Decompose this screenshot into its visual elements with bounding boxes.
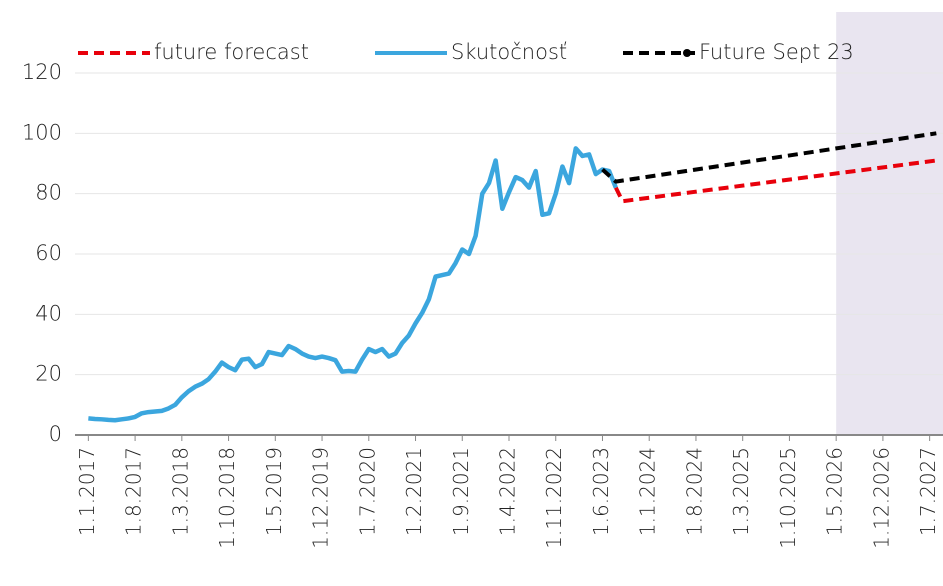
x-tick-label: 1.1.2017 [75, 447, 99, 536]
legend-label: Skutočnosť [451, 40, 567, 64]
y-tick-label: 40 [35, 301, 62, 325]
x-tick-label: 1.7.2020 [355, 447, 379, 536]
x-tick-label: 1.2.2021 [402, 447, 426, 536]
x-tick-label: 1.9.2021 [449, 447, 473, 536]
x-tick-label: 1.3.2025 [729, 447, 753, 536]
x-tick-label: 1.12.2019 [309, 447, 333, 549]
legend-label: Future Sept 23 [699, 40, 854, 64]
legend-item: Skutočnosť [375, 40, 567, 64]
x-tick-label: 1.12.2026 [869, 447, 893, 549]
x-tick-label: 1.7.2027 [916, 447, 940, 536]
x-tick-label: 1.6.2023 [589, 447, 613, 536]
y-tick-label: 100 [22, 120, 62, 144]
x-tick-label: 1.3.2018 [168, 447, 192, 536]
x-tick-label: 1.11.2022 [542, 447, 566, 549]
series-line [614, 158, 937, 204]
x-tick-label: 1.4.2022 [496, 447, 520, 536]
legend-label: future forecast [154, 40, 309, 64]
series-line [88, 146, 618, 423]
y-tick-label: 60 [35, 241, 62, 265]
y-tick-label: 80 [35, 181, 62, 205]
x-tick-label: 1.8.2017 [122, 447, 146, 536]
x-tick-label: 1.5.2019 [262, 447, 286, 536]
legend-item: future forecast [78, 40, 309, 64]
x-tick-label: 1.5.2026 [823, 447, 847, 536]
shaded-region [836, 12, 943, 435]
legend-item: Future Sept 23 [623, 40, 854, 64]
x-tick-label: 1.1.2024 [636, 447, 660, 536]
legend-marker [683, 49, 691, 57]
series-line [601, 131, 937, 184]
y-tick-label: 0 [49, 422, 62, 446]
x-tick-label: 1.10.2025 [776, 447, 800, 549]
y-tick-label: 20 [35, 362, 62, 386]
y-tick-label: 120 [22, 60, 62, 84]
x-tick-label: 1.8.2024 [682, 447, 706, 536]
x-tick-label: 1.10.2018 [215, 447, 239, 549]
